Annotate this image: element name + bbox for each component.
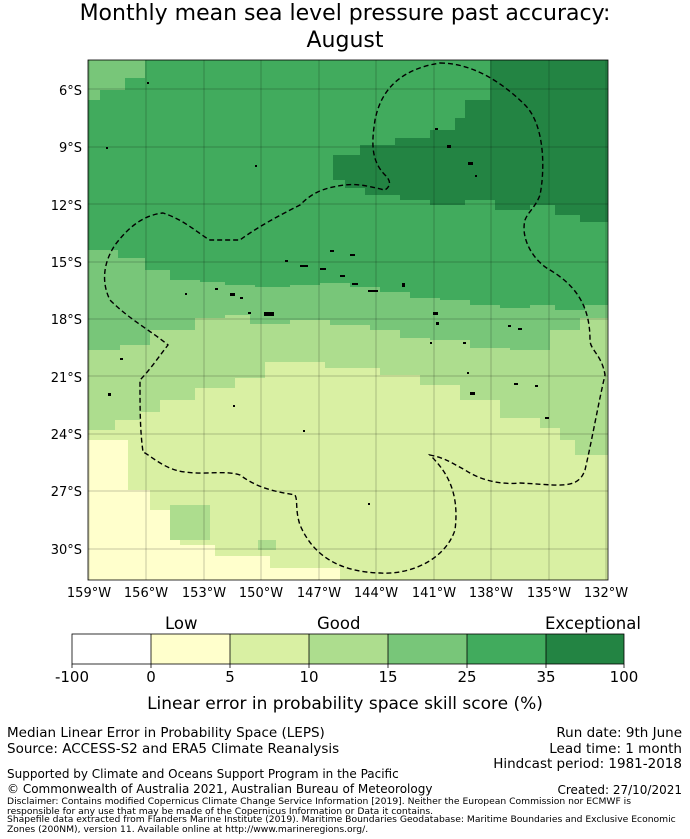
colorbar-xlabel: Linear error in probability space skill …	[147, 694, 543, 714]
lon-label: 132°W	[584, 586, 628, 601]
lon-axis-labels: 159°W 156°W 153°W 150°W 147°W 144°W 141°…	[67, 586, 628, 601]
lat-label: 27°S	[51, 485, 82, 500]
map-grid	[88, 60, 608, 580]
map-title: Monthly mean sea level pressure past acc…	[0, 0, 690, 54]
eez-boundary	[103, 62, 606, 574]
support-text: Supported by Climate and Oceans Support …	[7, 767, 399, 781]
category-exceptional: Exceptional	[545, 614, 641, 633]
band-patch-3	[88, 440, 128, 580]
colorbar-tick: 15	[378, 668, 398, 686]
colorbar-tick: 0	[146, 668, 156, 686]
method-text: Median Linear Error in Probability Space…	[7, 725, 325, 741]
islands	[106, 82, 549, 505]
disclaimer-line-2: responsible for any use that may be made…	[7, 806, 434, 817]
colorbar-swatch	[388, 634, 467, 664]
hindcast-period: Hindcast period: 1981-2018	[493, 756, 682, 772]
colorbar-swatch	[151, 634, 230, 664]
band-exceptional	[333, 60, 608, 222]
run-date: Run date: 9th June	[556, 725, 682, 741]
lat-label: 6°S	[59, 84, 82, 99]
created-date: Created: 27/10/2021	[557, 783, 682, 797]
lon-label: 138°W	[469, 586, 513, 601]
lon-label: 156°W	[124, 586, 168, 601]
lat-label: 12°S	[51, 199, 82, 214]
colorbar-tick: -100	[54, 668, 90, 686]
colorbar-tick: 10	[299, 668, 319, 686]
disclaimer-line-1: Disclaimer: Contains modified Copernicus…	[7, 796, 632, 807]
map-fill-layer	[88, 60, 608, 580]
map-frame	[87, 59, 609, 581]
lon-label: 147°W	[297, 586, 341, 601]
lat-label: 9°S	[59, 141, 82, 156]
source-text: Source: ACCESS-S2 and ERA5 Climate Reana…	[7, 741, 340, 757]
lat-label: 21°S	[51, 371, 82, 386]
colorbar-tick: 100	[609, 668, 639, 686]
band-patch-1	[170, 505, 210, 540]
colorbar-swatch	[72, 634, 151, 664]
lat-label: 18°S	[51, 313, 82, 328]
lat-label: 24°S	[51, 428, 82, 443]
lon-label: 159°W	[67, 586, 111, 601]
category-good: Good	[317, 614, 361, 633]
category-low: Low	[165, 614, 198, 633]
lon-label: 135°W	[527, 586, 571, 601]
copyright-text: © Commonwealth of Australia 2021, Austra…	[7, 782, 433, 796]
title-line-2: August	[306, 28, 384, 53]
lon-label: 153°W	[182, 586, 226, 601]
lat-label: 30°S	[51, 543, 82, 558]
band-topleft-patch	[88, 60, 145, 100]
shapefile-line-2: Zones (200NM), version 11. Available onl…	[7, 824, 369, 835]
shapefile-line-1: Shapefile data extracted from Flanders M…	[7, 814, 676, 825]
lat-axis-labels: 6°S 9°S 12°S 15°S 18°S 21°S 24°S 27°S 30…	[51, 84, 82, 558]
lon-label: 150°W	[239, 586, 283, 601]
band-patch-2	[258, 540, 276, 550]
colorbar-swatch	[467, 634, 546, 664]
colorbar-swatch	[309, 634, 388, 664]
colorbar-tick: 35	[536, 668, 556, 686]
colorbar-swatch	[546, 634, 624, 664]
title-line-1: Monthly mean sea level pressure past acc…	[79, 1, 611, 26]
lon-label: 141°W	[412, 586, 456, 601]
colorbar-tick: 5	[225, 668, 235, 686]
colorbar-tick: 25	[457, 668, 477, 686]
colorbar	[71, 633, 625, 668]
colorbar-swatch	[230, 634, 309, 664]
lon-label: 144°W	[354, 586, 398, 601]
lat-label: 15°S	[51, 256, 82, 271]
lead-time: Lead time: 1 month	[549, 741, 682, 757]
